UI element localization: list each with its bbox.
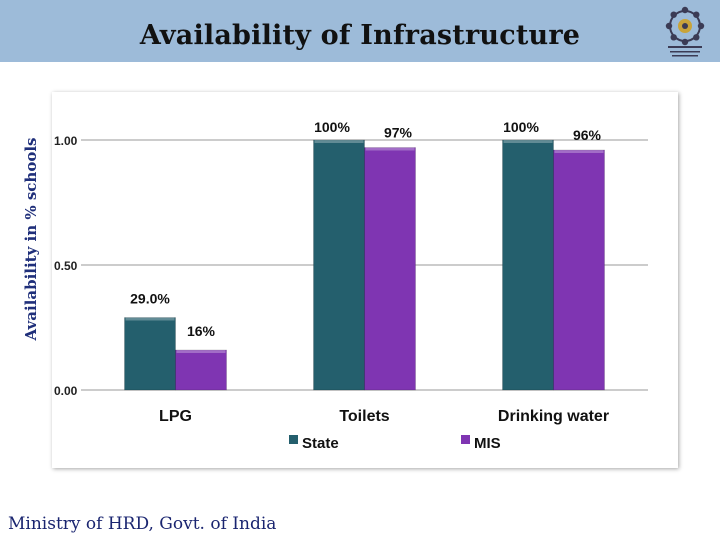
bar-highlight: [125, 317, 175, 321]
bar-state: [313, 139, 365, 391]
y-tick-label: 1.00: [54, 134, 78, 148]
legend-label: State: [302, 435, 339, 452]
legend-label: MIS: [474, 435, 501, 452]
chart-area: 0.00 0.50 1.00 29.0% 16% LPG 100% 97% Toilets 100…: [52, 92, 678, 468]
bar-highlight: [554, 150, 604, 153]
y-tick-label: 0.50: [54, 259, 78, 273]
data-label: 29.0%: [130, 291, 170, 307]
bar-highlight: [365, 147, 415, 151]
bar-mis: [175, 349, 227, 391]
data-label: 16%: [187, 323, 216, 339]
legend-swatch-mis: [461, 435, 470, 444]
header-band: [0, 0, 720, 62]
legend-swatch-state: [289, 435, 298, 444]
bar-highlight: [503, 140, 553, 143]
bar-chart: 0.00 0.50 1.00 29.0% 16% LPG 100% 97% Toilets 100…: [54, 119, 648, 452]
data-label: 100%: [314, 119, 350, 135]
y-axis-title: Availability in % schools: [22, 137, 40, 341]
bar-mis: [553, 149, 605, 391]
x-tick-label: LPG: [159, 408, 192, 425]
y-tick-label: 0.00: [54, 384, 78, 398]
x-tick-label: Drinking water: [498, 408, 609, 425]
bar-state: [124, 317, 176, 391]
data-label: 97%: [384, 125, 413, 141]
data-label: 96%: [573, 127, 602, 143]
footer-text: Ministry of HRD, Govt. of India: [8, 514, 277, 534]
bar-state: [502, 139, 554, 391]
bar-highlight: [176, 350, 226, 353]
government-emblem-icon: [665, 6, 705, 57]
slide-title: Availability of Infrastructure: [139, 20, 581, 51]
bar-mis: [364, 147, 416, 391]
bar-highlight: [314, 140, 364, 143]
data-label: 100%: [503, 119, 539, 135]
x-tick-label: Toilets: [339, 408, 389, 425]
